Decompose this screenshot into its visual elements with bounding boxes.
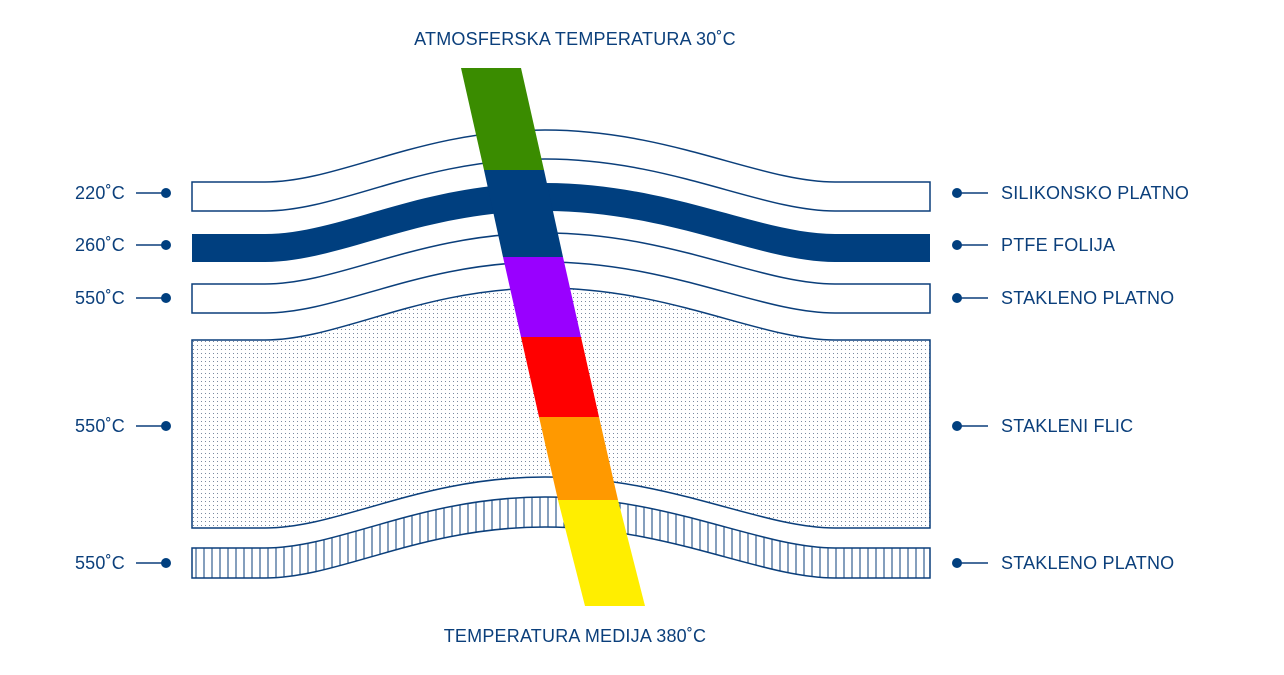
layer-name-silikonsko-platno: SILIKONSKO PLATNO <box>1001 183 1190 203</box>
gradient-segment-purple <box>503 257 581 337</box>
layer-silikonsko-platno-band <box>191 129 931 212</box>
media-temperature-label: TEMPERATURA MEDIJA 380˚C <box>443 626 707 646</box>
gradient-segment-green <box>461 68 544 170</box>
layer-name-stakleno-platno-bottom: STAKLENO PLATNO <box>1001 553 1175 573</box>
layer-stakleno-platno-band <box>191 232 931 314</box>
left-connectors <box>136 188 171 568</box>
temp-label-silikonsko-platno: 220˚C <box>74 183 125 203</box>
gradient-segment-orange <box>539 417 618 500</box>
layer-name-stakleni-flic: STAKLENI FLIC <box>1001 416 1134 436</box>
temp-label-stakleno-platno-bottom: 550˚C <box>74 553 125 573</box>
temp-label-ptfe-folija: 260˚C <box>74 235 125 255</box>
temp-label-stakleni-flic: 550˚C <box>74 416 125 436</box>
layer-name-ptfe-folija: PTFE FOLIJA <box>1001 235 1116 255</box>
layer-stakleno-platno-bottom-band <box>191 496 931 579</box>
temp-label-stakleno-platno: 550˚C <box>74 288 125 308</box>
temperature-gradient-strip <box>461 68 645 606</box>
layer-ptfe-folija-band <box>192 183 930 262</box>
gradient-segment-red <box>521 337 599 417</box>
layer-name-stakleno-platno: STAKLENO PLATNO <box>1001 288 1175 308</box>
gradient-segment-navy <box>484 170 563 257</box>
atmospheric-temperature-label: ATMOSFERSKA TEMPERATURA 30˚C <box>414 29 736 49</box>
gradient-segment-yellow <box>558 500 645 606</box>
right-connectors <box>952 188 988 568</box>
